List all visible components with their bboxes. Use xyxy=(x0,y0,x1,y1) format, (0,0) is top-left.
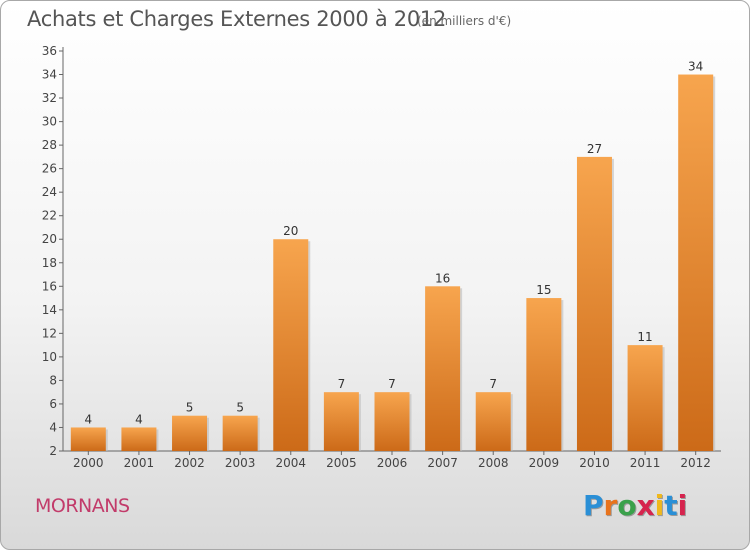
data-label: 5 xyxy=(186,401,194,415)
x-tick-label: 2001 xyxy=(124,456,155,470)
y-tick-label: 22 xyxy=(42,209,57,223)
x-tick-label: 2010 xyxy=(579,456,610,470)
bar-2003 xyxy=(222,415,258,451)
x-tick-label: 2009 xyxy=(529,456,560,470)
bar-2001 xyxy=(121,427,157,451)
bar-2010 xyxy=(576,156,612,451)
logo-letter: P xyxy=(583,489,604,522)
y-tick-label: 26 xyxy=(42,162,57,176)
data-label: 4 xyxy=(135,412,143,426)
x-tick-label: 2006 xyxy=(377,456,408,470)
data-label: 20 xyxy=(283,224,298,238)
x-tick-label: 2003 xyxy=(225,456,256,470)
bar-2009 xyxy=(526,298,562,451)
x-tick-label: 2008 xyxy=(478,456,509,470)
logo-letter: t xyxy=(664,489,678,522)
bar-2007 xyxy=(425,286,461,451)
data-label: 34 xyxy=(688,60,703,74)
y-tick-label: 12 xyxy=(42,326,57,340)
data-label: 5 xyxy=(236,401,244,415)
bar-2002 xyxy=(172,415,208,451)
data-label: 11 xyxy=(637,330,652,344)
x-tick-label: 2000 xyxy=(73,456,104,470)
y-tick-label: 14 xyxy=(42,303,57,317)
data-label: 4 xyxy=(84,412,92,426)
proxiti-logo: Proxiti xyxy=(583,489,687,522)
y-tick-label: 10 xyxy=(42,350,57,364)
y-tick-label: 34 xyxy=(42,68,57,82)
data-label: 7 xyxy=(338,377,346,391)
bar-2006 xyxy=(374,392,410,451)
y-tick-label: 2 xyxy=(49,444,57,458)
data-label: 27 xyxy=(587,142,602,156)
x-tick-label: 2004 xyxy=(275,456,306,470)
data-label: 7 xyxy=(388,377,396,391)
logo-letter: x xyxy=(636,489,655,522)
chart-title: Achats et Charges Externes 2000 à 2012 xyxy=(27,7,447,31)
y-tick-label: 16 xyxy=(42,279,57,293)
data-label: 15 xyxy=(536,283,551,297)
x-tick-label: 2012 xyxy=(680,456,711,470)
x-tick-label: 2011 xyxy=(630,456,661,470)
y-tick-label: 20 xyxy=(42,232,57,246)
logo-letter: i xyxy=(654,489,665,522)
logo-letter: r xyxy=(603,489,618,522)
bar-2005 xyxy=(323,392,359,451)
data-label: 7 xyxy=(489,377,497,391)
commune-name: MORNANS xyxy=(35,495,130,517)
y-tick-label: 28 xyxy=(42,138,57,152)
logo-letter: o xyxy=(617,489,637,522)
y-tick-label: 8 xyxy=(49,373,57,387)
y-tick-label: 36 xyxy=(42,44,57,58)
bar-2000 xyxy=(70,427,106,451)
x-tick-label: 2005 xyxy=(326,456,357,470)
x-tick-label: 2007 xyxy=(427,456,458,470)
bar-2012 xyxy=(678,74,714,451)
bar-2008 xyxy=(475,392,511,451)
y-tick-label: 18 xyxy=(42,256,57,270)
y-tick-label: 4 xyxy=(49,420,57,434)
y-tick-label: 24 xyxy=(42,185,57,199)
x-tick-label: 2002 xyxy=(174,456,205,470)
y-tick-label: 32 xyxy=(42,91,57,105)
logo-letter: i xyxy=(677,489,688,522)
y-tick-label: 30 xyxy=(42,115,57,129)
y-tick-label: 6 xyxy=(49,397,57,411)
unit-label: (en milliers d'€) xyxy=(417,14,512,28)
bar-2004 xyxy=(273,239,309,451)
data-label: 16 xyxy=(435,271,450,285)
bar-2011 xyxy=(627,345,663,451)
